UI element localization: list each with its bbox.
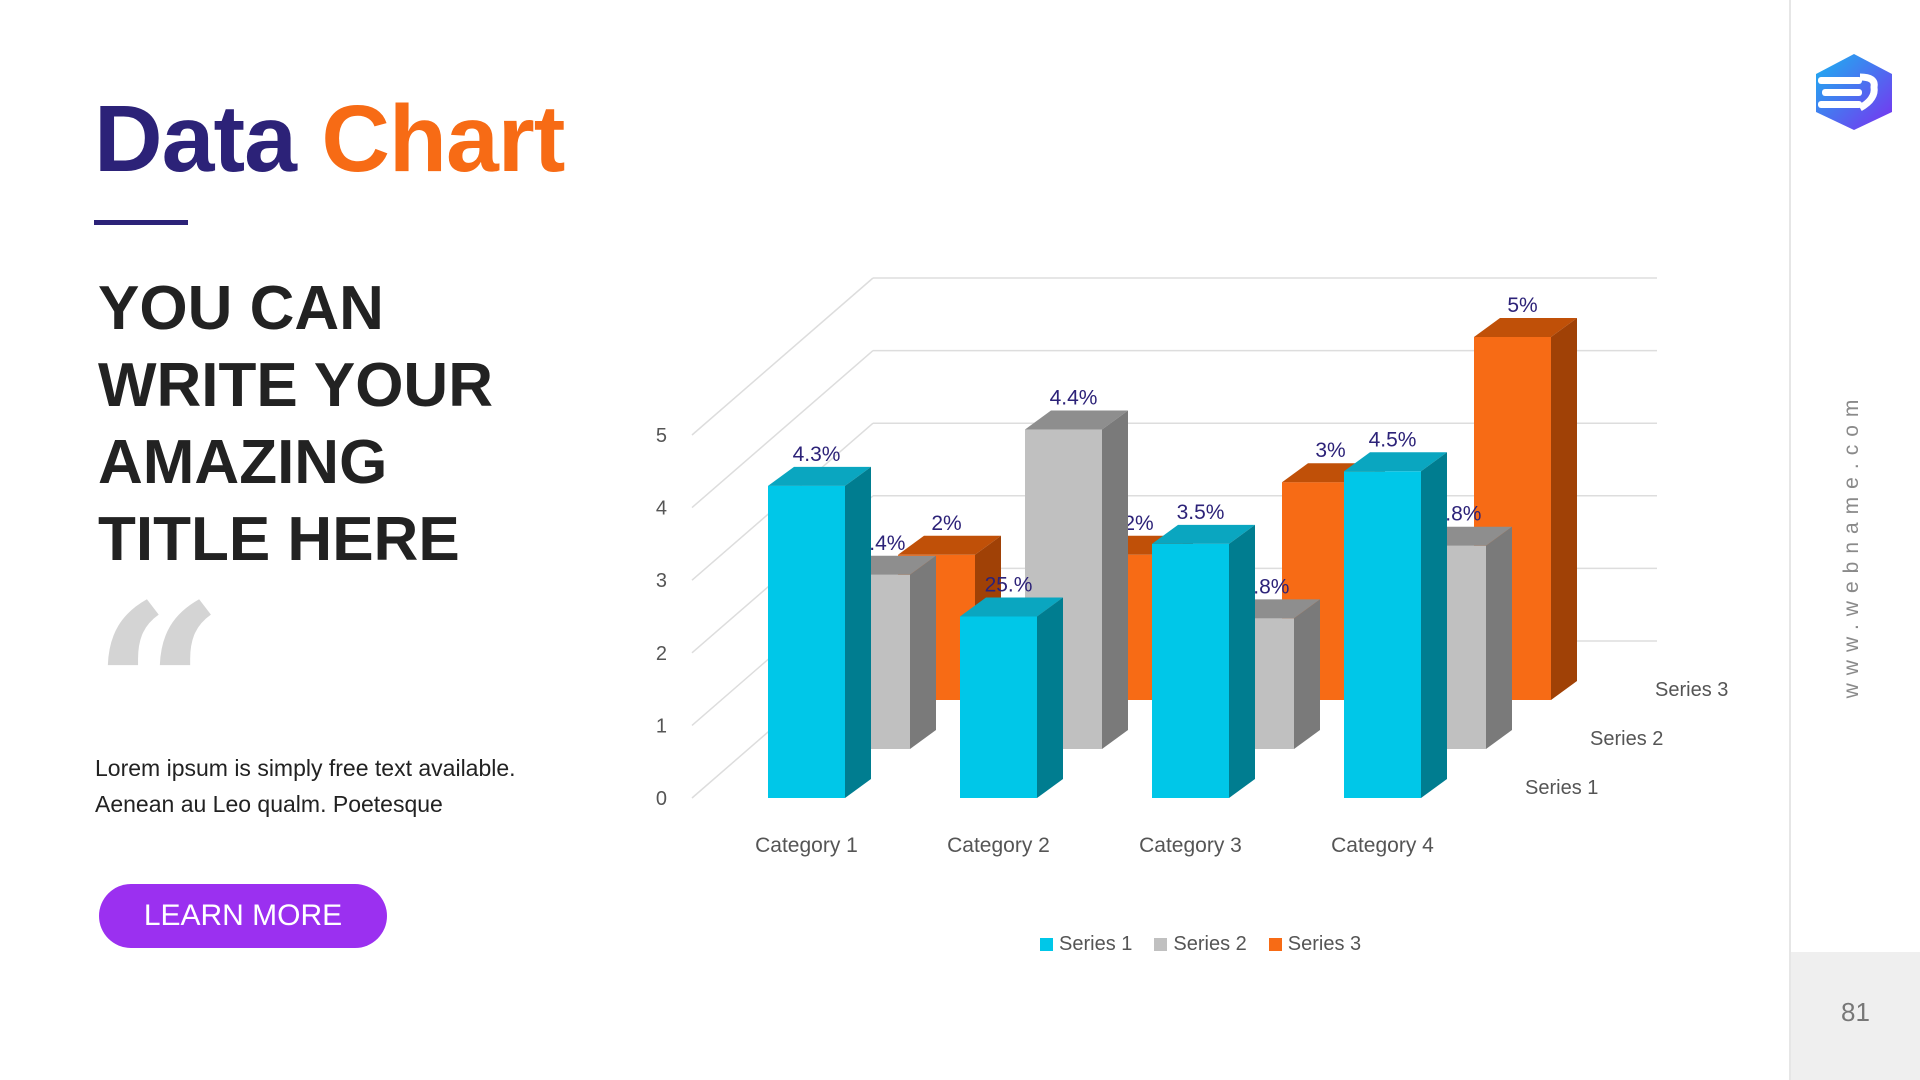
depth-axis-label: Series 1 [1525,777,1598,799]
y-tick-label: 4 [656,498,667,520]
legend-item-series-1: Series 1 [1040,933,1132,956]
y-tick-label: 1 [656,715,667,737]
title-word-data: Data [94,86,297,192]
legend-swatch [1268,938,1282,951]
data-label: 25.% [985,574,1033,597]
bar-front [960,616,1037,798]
bar-side [910,555,936,749]
legend-label: Series 3 [1287,933,1362,955]
bar-series-1-1 [768,466,871,798]
chart-legend: Series 1 Series 2 Series 3 [1040,933,1361,956]
bar-series-1-2 [960,597,1063,798]
headline: YOU CAN WRITE YOUR AMAZING TITLE HERE [98,270,618,578]
bar-front [768,485,845,798]
brand-logo-icon [1816,54,1892,130]
bar-front [1344,471,1421,798]
bar-side [1102,410,1128,749]
gridline-diag [691,350,874,509]
data-label: 3% [1315,439,1345,462]
body-text: Lorem ipsum is simply free text availabl… [95,750,516,822]
bar-side [1037,597,1063,798]
data-label: 2% [1123,512,1153,535]
x-tick-label: Category 2 [947,834,1050,857]
bar-top [1474,318,1577,337]
depth-axis-label: Series 3 [1655,679,1728,701]
y-tick-label: 0 [656,788,667,810]
legend-swatch [1040,938,1053,951]
page-number: 81 [1841,997,1870,1027]
legend-label: Series 2 [1173,933,1247,955]
bar-top [1025,410,1128,430]
body-line-2: Aenean au Leo qualm. Poetesque [95,791,443,817]
legend-item-series-3: Series 3 [1268,933,1362,956]
page-number-box: 81 [1791,952,1920,1080]
bar-top [960,597,1063,617]
legend-label: Series 1 [1059,933,1133,955]
right-sidebar [1789,0,1920,1080]
data-label: 2% [931,512,961,535]
title-word-chart: Chart [321,86,565,192]
bar-top [1152,524,1255,544]
x-tick-label: Category 1 [755,834,858,857]
bar-top [768,466,871,486]
learn-more-button[interactable]: LEARN MORE [99,884,387,948]
headline-line-3: AMAZING [98,428,388,497]
bar-top [898,535,1001,555]
depth-axis-label: Series 2 [1590,728,1663,750]
data-label: 4.5% [1369,428,1417,451]
bar-series-1-3 [1152,524,1255,798]
legend-swatch [1154,938,1168,951]
bar-side [1486,526,1512,749]
page-title: Data Chart [94,92,565,187]
data-label: 4.3% [793,443,841,466]
bar-side [1294,599,1320,749]
bar-side [845,466,871,798]
y-tick-label: 3 [656,570,667,592]
data-label: 3.5% [1177,501,1225,524]
gridline-diag [691,277,874,436]
legend-item-series-2: Series 2 [1154,933,1247,956]
headline-line-1: YOU CAN [98,274,384,343]
bar-side [1421,452,1447,798]
x-tick-label: Category 4 [1331,834,1434,857]
y-tick-label: 2 [656,643,667,665]
bar-side [1229,524,1255,798]
bar-top [1344,452,1447,472]
bar-series-2-2 [1025,410,1128,749]
data-label: 5% [1507,294,1537,317]
bar-side [1551,318,1577,700]
bar-series-1-4 [1344,452,1447,798]
title-underline [94,220,188,225]
y-tick-label: 5 [656,425,667,447]
bar-front [1152,543,1229,798]
data-label: 4.4% [1050,387,1098,410]
quote-icon: “ [92,555,225,825]
headline-line-4: TITLE HERE [98,505,460,574]
body-line-1: Lorem ipsum is simply free text availabl… [95,755,516,781]
headline-line-2: WRITE YOUR [98,351,493,420]
x-tick-label: Category 3 [1139,834,1242,857]
